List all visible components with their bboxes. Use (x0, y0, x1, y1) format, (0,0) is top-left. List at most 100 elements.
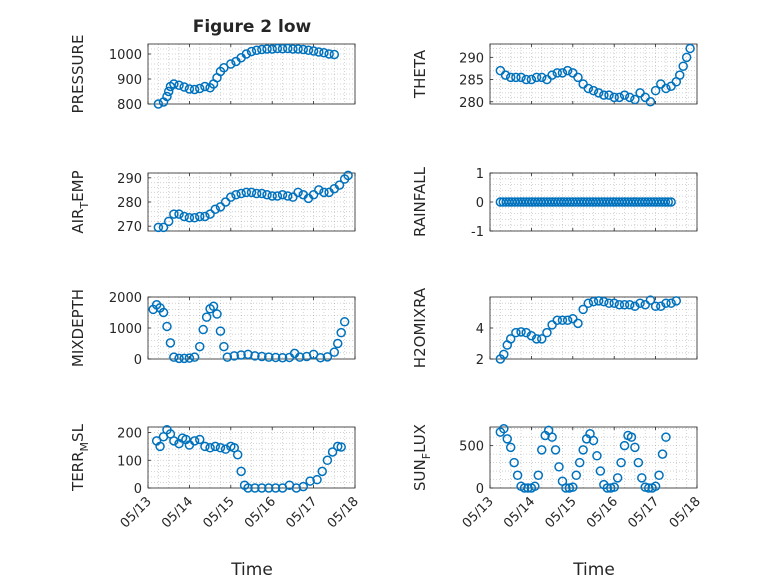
h2omixra-panel-data-point (650, 301, 661, 312)
terr-panel-data-point (250, 483, 260, 493)
mixdepth-panel-data-point (315, 353, 326, 363)
theta-panel-data-point (521, 74, 531, 85)
h2omixra-panel-data-point (542, 327, 552, 338)
terr-panel-data-point (291, 483, 302, 493)
air-panel-data-point (158, 222, 169, 233)
pressure-panel-data-point (308, 46, 319, 56)
sun-panel-data-point (509, 457, 519, 468)
air-panel-data-point (210, 204, 221, 214)
terr-panel-data-point (322, 455, 333, 466)
pressure-panel-data-point (251, 45, 262, 55)
theta-panel-data-point (531, 72, 542, 83)
air-panel-data-point (205, 209, 215, 219)
h2omixra-panel-data-point (609, 298, 619, 308)
terr-panel-data-point (205, 443, 215, 453)
mixdepth-panel-data-point (229, 351, 239, 361)
h2omixra-panel-data-point (645, 295, 656, 305)
air-panel-y-tick-label: 290 (117, 172, 142, 187)
theta-panel-y-axis-label: THETA (411, 49, 429, 99)
air-panel-data-point (319, 187, 329, 198)
sun-panel-data-point (561, 483, 571, 493)
pressure-panel-data-point (288, 44, 298, 54)
theta-panel-data-point (656, 79, 666, 89)
air-panel-data-point (343, 170, 353, 181)
h2omixra-panel-data-point (666, 298, 676, 308)
air-panel-data-point (153, 222, 164, 233)
terr-panel-data-point (327, 447, 338, 457)
theta-panel-data-point (588, 85, 599, 96)
h2omixra-panel-data-point (531, 334, 542, 344)
air-panel-data-point (169, 209, 179, 219)
sun-panel-x-tick-label: 05/18 (667, 494, 704, 531)
air-panel-data-point (226, 192, 236, 202)
pressure-panel-data-point (184, 84, 195, 94)
air-panel-data-point (282, 191, 293, 201)
theta-panel-data-point (495, 65, 506, 76)
pressure-panel-data-point (226, 59, 236, 69)
theta-panel-data-point (593, 88, 604, 98)
rainfall-panel-y-axis-label: RAINFALL (411, 166, 429, 237)
terr-panel-data-point (257, 483, 267, 493)
h2omixra-panel-data-point (630, 301, 640, 312)
theta-panel-data-point (661, 83, 671, 94)
air-panel-data-point (215, 202, 226, 212)
sun-panel-x-tick-label: 05/17 (625, 494, 662, 531)
sun-panel-data-point (592, 451, 602, 461)
sun-panel-data-point (571, 470, 581, 481)
terr-panel-data-point (195, 434, 205, 445)
mixdepth-panel-data-point (219, 341, 229, 352)
sun-panel-data-point (499, 423, 509, 434)
air-panel-data-point (231, 190, 241, 200)
pressure-panel-y-axis-label: PRESSURE (69, 35, 87, 114)
theta-panel-frame (489, 43, 698, 105)
sun-panel-data-point (602, 483, 613, 493)
pressure-panel-data-point (293, 44, 303, 54)
pressure-panel-data-point (257, 44, 267, 55)
mixdepth-panel-data-point (158, 307, 169, 318)
pressure-panel-data-point (153, 99, 164, 109)
mixdepth-panel-y-tick-label: 1000 (109, 322, 142, 337)
sun-panel-y-tick-label: 0 (476, 482, 484, 497)
pressure-panel-data-point (277, 44, 288, 54)
h2omixra-panel-data-point (562, 315, 573, 325)
sun-panel-data-point (519, 483, 530, 493)
theta-panel-data-point (505, 72, 516, 83)
sun-panel-data-point (616, 457, 626, 468)
h2omixra-panel-data-point (671, 296, 682, 306)
pressure-panel-data-point (314, 47, 324, 57)
theta-panel-data-point (640, 92, 650, 103)
h2omixra-panel-data-point (537, 334, 547, 344)
mixdepth-panel-data-point (212, 309, 222, 319)
terr-panel-data-point (243, 483, 253, 493)
theta-panel-data-point (685, 43, 695, 54)
pressure-panel-data-point (189, 84, 200, 95)
air-panel-data-point (293, 187, 303, 198)
rainfall-panel-data-point (663, 197, 673, 207)
sun-panel-x-tick-label: 05/13 (460, 494, 497, 531)
sun-panel-data-point (512, 470, 523, 481)
sun-panel-data-point (609, 482, 619, 492)
theta-panel-data-point (583, 83, 594, 94)
air-panel-data-point (189, 212, 200, 223)
air-panel-data-point (288, 192, 298, 202)
terr-panel-data-point (298, 481, 308, 492)
terr-panel-data-point (200, 441, 210, 452)
h2omixra-panel-data-point (635, 298, 645, 308)
h2omixra-panel-data-point (511, 327, 521, 338)
terr-panel-data-point (317, 466, 327, 477)
mixdepth-panel-data-point (179, 353, 189, 364)
theta-panel-data-point (526, 74, 537, 85)
air-panel-data-point (251, 188, 262, 199)
air-panel-data-point (314, 185, 324, 195)
pressure-panel-data-point (272, 43, 283, 54)
pressure-panel-data-point (241, 49, 252, 59)
mixdepth-panel-data-point (333, 338, 343, 349)
pressure-panel-y-tick-label: 800 (117, 98, 142, 113)
air-panel-data-point (179, 211, 189, 222)
mixdepth-panel-data-point (270, 352, 281, 363)
h2omixra-panel-data-point (604, 298, 614, 308)
pressure-panel-data-point (179, 82, 189, 92)
theta-panel-data-point (547, 70, 557, 80)
